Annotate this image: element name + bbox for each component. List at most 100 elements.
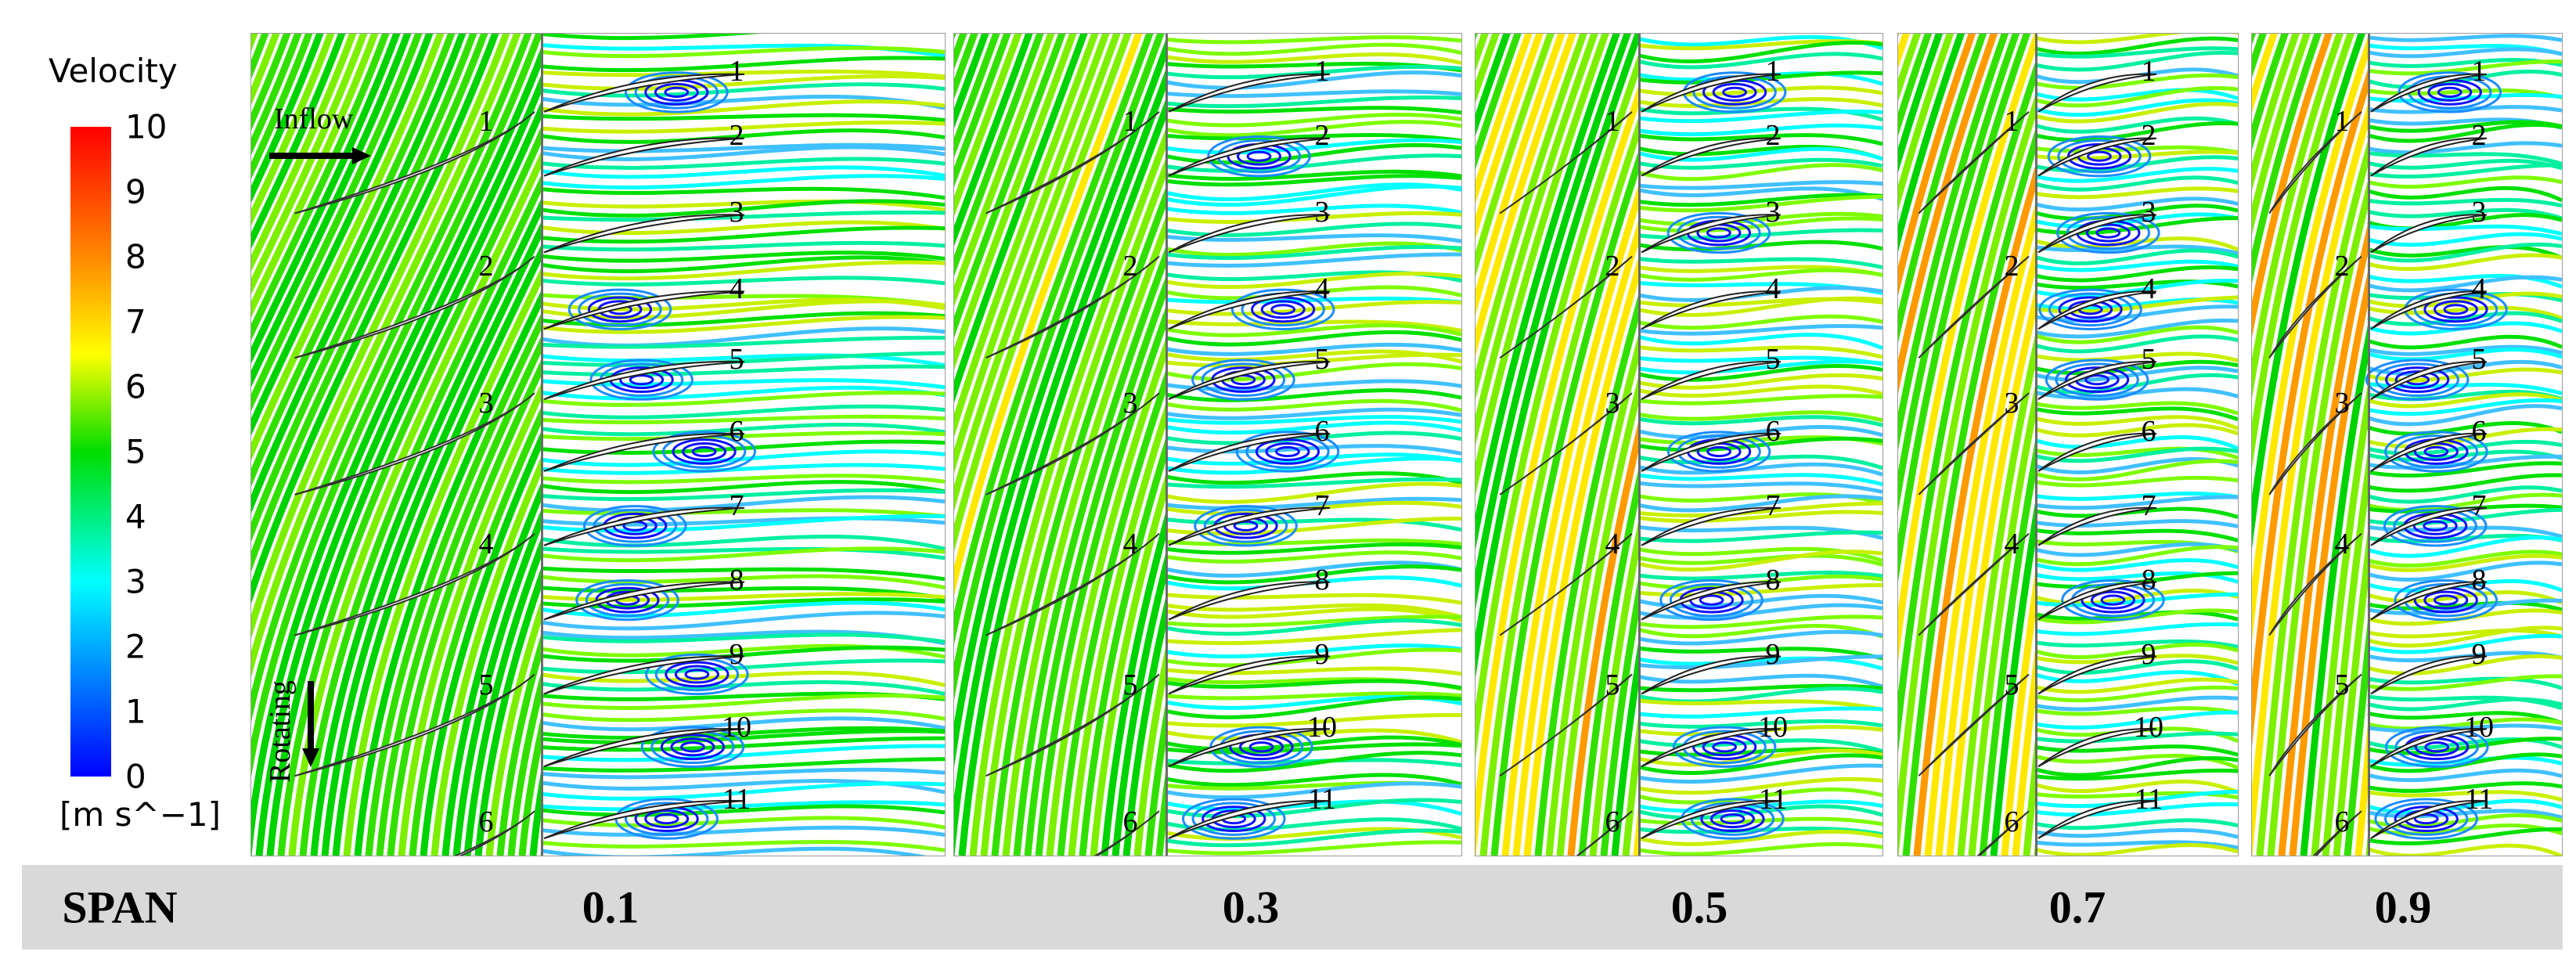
stator-streamline bbox=[1165, 647, 1461, 668]
stator-streamline bbox=[2034, 542, 2238, 557]
stator-streamline bbox=[540, 586, 945, 600]
vortex-swirl bbox=[2038, 288, 2142, 330]
stator-blade bbox=[1168, 728, 1331, 768]
vortex-swirl bbox=[1659, 578, 1764, 622]
vortex-swirl bbox=[589, 359, 694, 401]
rotor-streamline bbox=[2252, 34, 2289, 150]
stator-streamline bbox=[2367, 105, 2562, 114]
stator-streamline bbox=[2034, 434, 2238, 451]
stator-blade-number: 8 bbox=[2141, 564, 2156, 596]
rotor-streamline bbox=[1898, 34, 2009, 450]
rotor-blade-number: 4 bbox=[2004, 528, 2019, 560]
stator-streamline bbox=[1637, 603, 1882, 620]
stator-streamline bbox=[2367, 628, 2562, 639]
stator-streamline bbox=[540, 199, 945, 212]
stator-blade bbox=[1641, 214, 1782, 254]
vortex-swirl bbox=[2437, 86, 2463, 98]
stator-streamline bbox=[1165, 496, 1461, 510]
stator-blade-number: 8 bbox=[1765, 564, 1781, 596]
rotor-streamline bbox=[251, 34, 412, 387]
stator-streamline bbox=[2034, 415, 2238, 431]
stator-streamline bbox=[540, 694, 945, 710]
stator-streamline bbox=[1637, 629, 1882, 646]
stator-streamline bbox=[540, 299, 945, 320]
stator-streamline bbox=[2367, 273, 2562, 289]
stator-streamline bbox=[1165, 133, 1461, 143]
stator-streamline bbox=[1165, 64, 1461, 80]
stator-streamline bbox=[1165, 666, 1461, 676]
stator-streamline bbox=[1165, 362, 1461, 382]
stator-streamline bbox=[540, 74, 945, 91]
stator-streamline bbox=[2367, 781, 2562, 793]
vortex-swirl bbox=[2443, 304, 2469, 315]
vortex-swirl bbox=[2374, 798, 2479, 840]
stator-streamline bbox=[2367, 697, 2562, 712]
stator-streamline bbox=[2034, 244, 2238, 255]
vortex-swirl bbox=[2427, 82, 2473, 102]
rotor-blade bbox=[294, 392, 535, 496]
stator-streamline bbox=[2367, 59, 2562, 76]
stator-streamline bbox=[2034, 334, 2238, 354]
rotor-streamline bbox=[251, 34, 324, 203]
stator-blade bbox=[1168, 506, 1331, 546]
rotor-streamline bbox=[1475, 34, 1522, 170]
rotor-streamline bbox=[2252, 34, 2387, 748]
stator-streamline bbox=[1165, 798, 1461, 819]
stator-streamline bbox=[1637, 157, 1882, 170]
stator-streamline bbox=[1637, 410, 1882, 423]
rotor-streamline bbox=[1475, 34, 1565, 316]
rotor-streamline bbox=[1475, 34, 1620, 550]
stator-blade bbox=[1168, 799, 1331, 839]
rotor-blade bbox=[1499, 533, 1633, 636]
stator-streamline bbox=[2367, 158, 2562, 171]
rotor-streamline bbox=[954, 34, 1022, 217]
stator-streamline bbox=[1637, 550, 1882, 572]
stator-streamline bbox=[1637, 510, 1882, 524]
vortex-swirl bbox=[691, 445, 717, 458]
rotor-streamline bbox=[2252, 34, 2311, 236]
stator-blade-number: 7 bbox=[2471, 489, 2487, 522]
stator-streamline bbox=[540, 546, 945, 560]
stator-streamline bbox=[2367, 717, 2562, 731]
stator-streamline bbox=[1637, 394, 1882, 405]
stator-streamline bbox=[1637, 52, 1882, 70]
stator-streamline bbox=[1165, 773, 1461, 787]
stator-streamline bbox=[2034, 196, 2238, 212]
vortex-swirl bbox=[645, 653, 749, 696]
stator-streamline bbox=[1637, 462, 1882, 477]
stator-blade bbox=[2370, 290, 2488, 330]
stator-streamline bbox=[540, 311, 945, 327]
stator-streamline bbox=[2034, 102, 2238, 124]
stator-streamline bbox=[1637, 804, 1882, 820]
rotor-streamline bbox=[954, 34, 1154, 645]
stator-blade-number: 4 bbox=[2471, 272, 2487, 305]
stator-blade bbox=[2370, 73, 2488, 113]
rotor-streamline bbox=[251, 34, 521, 678]
stator-streamline bbox=[1165, 679, 1461, 690]
rotor-blade-number: 4 bbox=[478, 528, 494, 560]
rotor-streamline bbox=[1898, 34, 2053, 754]
vortex-swirl bbox=[652, 431, 756, 473]
stator-streamline bbox=[540, 142, 945, 153]
stator-streamline bbox=[2367, 275, 2562, 293]
stator-streamline bbox=[2367, 334, 2562, 350]
rotor-blade-number: 4 bbox=[2334, 528, 2350, 560]
stator-blade-number: 6 bbox=[2471, 415, 2487, 448]
stator-streamline bbox=[540, 480, 945, 495]
stator-streamline bbox=[2034, 325, 2238, 344]
rotor-streamline bbox=[1479, 34, 1675, 856]
rotor-streamline bbox=[251, 34, 477, 542]
vortex-swirl bbox=[2047, 135, 2152, 178]
span-value-0-5: 0.5 bbox=[1670, 881, 1728, 933]
vortex-swirl bbox=[2058, 296, 2123, 323]
stator-streamline bbox=[1637, 454, 1882, 470]
stator-streamline bbox=[540, 186, 945, 200]
vortex-swirl bbox=[2433, 300, 2478, 319]
stator-streamline bbox=[540, 816, 945, 830]
stator-streamline bbox=[2034, 150, 2238, 160]
stator-streamline bbox=[1165, 407, 1461, 420]
rotor-streamline bbox=[251, 34, 445, 461]
stator-blade-number: 9 bbox=[2141, 638, 2156, 671]
vortex-swirl bbox=[2095, 227, 2121, 239]
stator-streamline bbox=[540, 670, 945, 687]
